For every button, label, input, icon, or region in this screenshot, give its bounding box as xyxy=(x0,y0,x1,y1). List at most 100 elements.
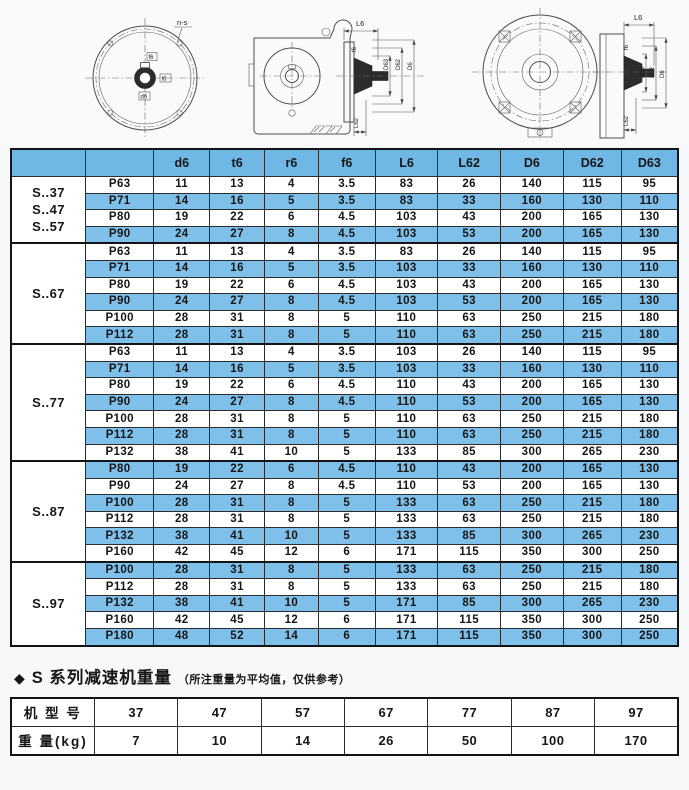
value-cell-L62: 63 xyxy=(437,326,502,345)
value-cell-r6: 8 xyxy=(263,410,319,428)
weight-value-cell: 26 xyxy=(343,725,429,756)
value-cell-d6: 19 xyxy=(153,460,211,479)
value-cell-f6: 5 xyxy=(317,578,376,596)
value-cell-L6: 133 xyxy=(374,578,439,596)
value-cell-D63: 110 xyxy=(620,192,679,211)
value-cell-t6: 13 xyxy=(209,176,265,194)
value-cell-D62: 265 xyxy=(562,594,622,613)
value-cell-D62: 115 xyxy=(562,342,622,362)
dim-label-L6: L6 xyxy=(634,13,642,22)
dim-label-f6: f6 xyxy=(352,46,358,52)
value-cell-L62: 43 xyxy=(437,460,502,479)
value-cell-D62: 300 xyxy=(562,611,622,630)
value-cell-D63: 180 xyxy=(620,578,679,596)
value-cell-D62: 165 xyxy=(562,377,622,395)
table-row: P71 14 16 5 3.5 83 33 160 130 110 xyxy=(11,192,679,211)
table-row: P71 14 16 5 3.5 103 33 160 130 110 xyxy=(11,360,679,379)
hatch-mark xyxy=(309,125,343,135)
value-cell-t6: 22 xyxy=(209,460,265,479)
value-cell-t6: 31 xyxy=(209,510,265,529)
value-cell-r6: 12 xyxy=(263,611,319,630)
value-cell-d6: 14 xyxy=(153,192,211,211)
shaft-bore xyxy=(134,62,156,89)
value-cell-L62: 53 xyxy=(437,477,502,496)
value-cell-L6: 83 xyxy=(374,176,439,194)
table-row: P90 24 27 8 4.5 110 53 200 165 130 xyxy=(11,393,679,412)
value-cell-D6: 200 xyxy=(500,209,564,227)
value-cell-L62: 33 xyxy=(437,360,502,379)
value-cell-D63: 180 xyxy=(620,494,679,512)
value-cell-r6: 8 xyxy=(263,293,319,311)
value-cell-r6: 4 xyxy=(263,176,319,194)
value-cell-f6: 3.5 xyxy=(317,242,376,261)
column-header-D62: D62 xyxy=(562,148,622,177)
value-cell-D63: 180 xyxy=(620,426,679,445)
dim-label-D62: D62 xyxy=(396,58,402,70)
value-cell-f6: 4.5 xyxy=(317,377,376,395)
dim-label-L62: L62 xyxy=(624,115,630,126)
value-cell-D62: 215 xyxy=(562,560,622,580)
value-cell-L62: 26 xyxy=(437,242,502,261)
value-cell-r6: 10 xyxy=(263,443,319,462)
value-cell-L6: 110 xyxy=(374,309,439,328)
motor-size-cell: P100 xyxy=(85,410,155,428)
table-row: S..67 P63 11 13 4 3.5 83 26 140 115 95 xyxy=(10,242,679,345)
motor-size-cell: P90 xyxy=(85,393,155,412)
value-cell-D6: 200 xyxy=(500,460,564,479)
dim-label-D63: D63 xyxy=(640,66,646,78)
value-cell-f6: 3.5 xyxy=(317,342,376,362)
value-cell-r6: 8 xyxy=(263,426,319,445)
value-cell-t6: 22 xyxy=(209,377,265,395)
value-cell-L62: 115 xyxy=(437,611,502,630)
value-cell-D63: 130 xyxy=(620,377,679,395)
column-header-L6: L6 xyxy=(374,148,439,177)
value-cell-d6: 28 xyxy=(153,426,211,445)
value-cell-f6: 5 xyxy=(317,426,376,445)
value-cell-D63: 250 xyxy=(620,628,679,647)
model-number-cell: 57 xyxy=(260,697,346,727)
value-cell-D6: 200 xyxy=(500,393,564,412)
value-cell-L62: 63 xyxy=(437,309,502,328)
weight-value-cell: 7 xyxy=(93,725,179,756)
value-cell-D6: 250 xyxy=(500,326,564,345)
value-cell-D63: 180 xyxy=(620,560,679,580)
value-cell-d6: 28 xyxy=(153,578,211,596)
flange-front-view-drawing: f6 t6 d6 n-s xyxy=(85,18,205,138)
dim-label-L6: L6 xyxy=(356,19,364,28)
value-cell-L6: 110 xyxy=(374,377,439,395)
value-cell-r6: 5 xyxy=(263,192,319,211)
column-header-t6: t6 xyxy=(209,148,265,177)
column-header-d6: d6 xyxy=(153,148,211,177)
value-cell-D63: 180 xyxy=(620,309,679,328)
value-cell-D63: 250 xyxy=(620,544,679,563)
series-group-label: S..37 S..47 S..57 xyxy=(10,176,87,244)
series-group-label: S..67 xyxy=(10,242,87,345)
value-cell-d6: 48 xyxy=(153,628,211,647)
motor-size-cell: P80 xyxy=(85,460,155,479)
value-cell-D63: 180 xyxy=(620,510,679,529)
motor-size-cell: P160 xyxy=(85,544,155,563)
motor-size-cell: P160 xyxy=(85,611,155,630)
value-cell-L62: 26 xyxy=(437,342,502,362)
value-cell-d6: 28 xyxy=(153,510,211,529)
value-cell-L62: 63 xyxy=(437,494,502,512)
model-number-cell: 67 xyxy=(343,697,429,727)
value-cell-t6: 31 xyxy=(209,326,265,345)
value-cell-f6: 4.5 xyxy=(317,460,376,479)
value-cell-L62: 53 xyxy=(437,293,502,311)
value-cell-D6: 250 xyxy=(500,510,564,529)
value-cell-L62: 43 xyxy=(437,209,502,227)
value-cell-r6: 8 xyxy=(263,309,319,328)
value-cell-L62: 53 xyxy=(437,225,502,244)
series-group-label: S..97 xyxy=(10,560,87,647)
value-cell-t6: 22 xyxy=(209,276,265,295)
main-table-head-row: d6 t6 r6 f6 L6 L62 D6 D62 D63 xyxy=(10,148,679,177)
value-cell-d6: 24 xyxy=(153,393,211,412)
column-header-r6: r6 xyxy=(263,148,319,177)
main-table-body: S..37 S..47 S..57 P63 11 13 4 3.5 83 26 140 115 95 P7… xyxy=(10,176,679,647)
output-flange xyxy=(592,33,668,139)
bolt-pattern-callout: n-s xyxy=(174,18,192,42)
value-cell-L62: 115 xyxy=(437,628,502,647)
value-cell-r6: 6 xyxy=(263,276,319,295)
value-cell-d6: 38 xyxy=(153,527,211,546)
